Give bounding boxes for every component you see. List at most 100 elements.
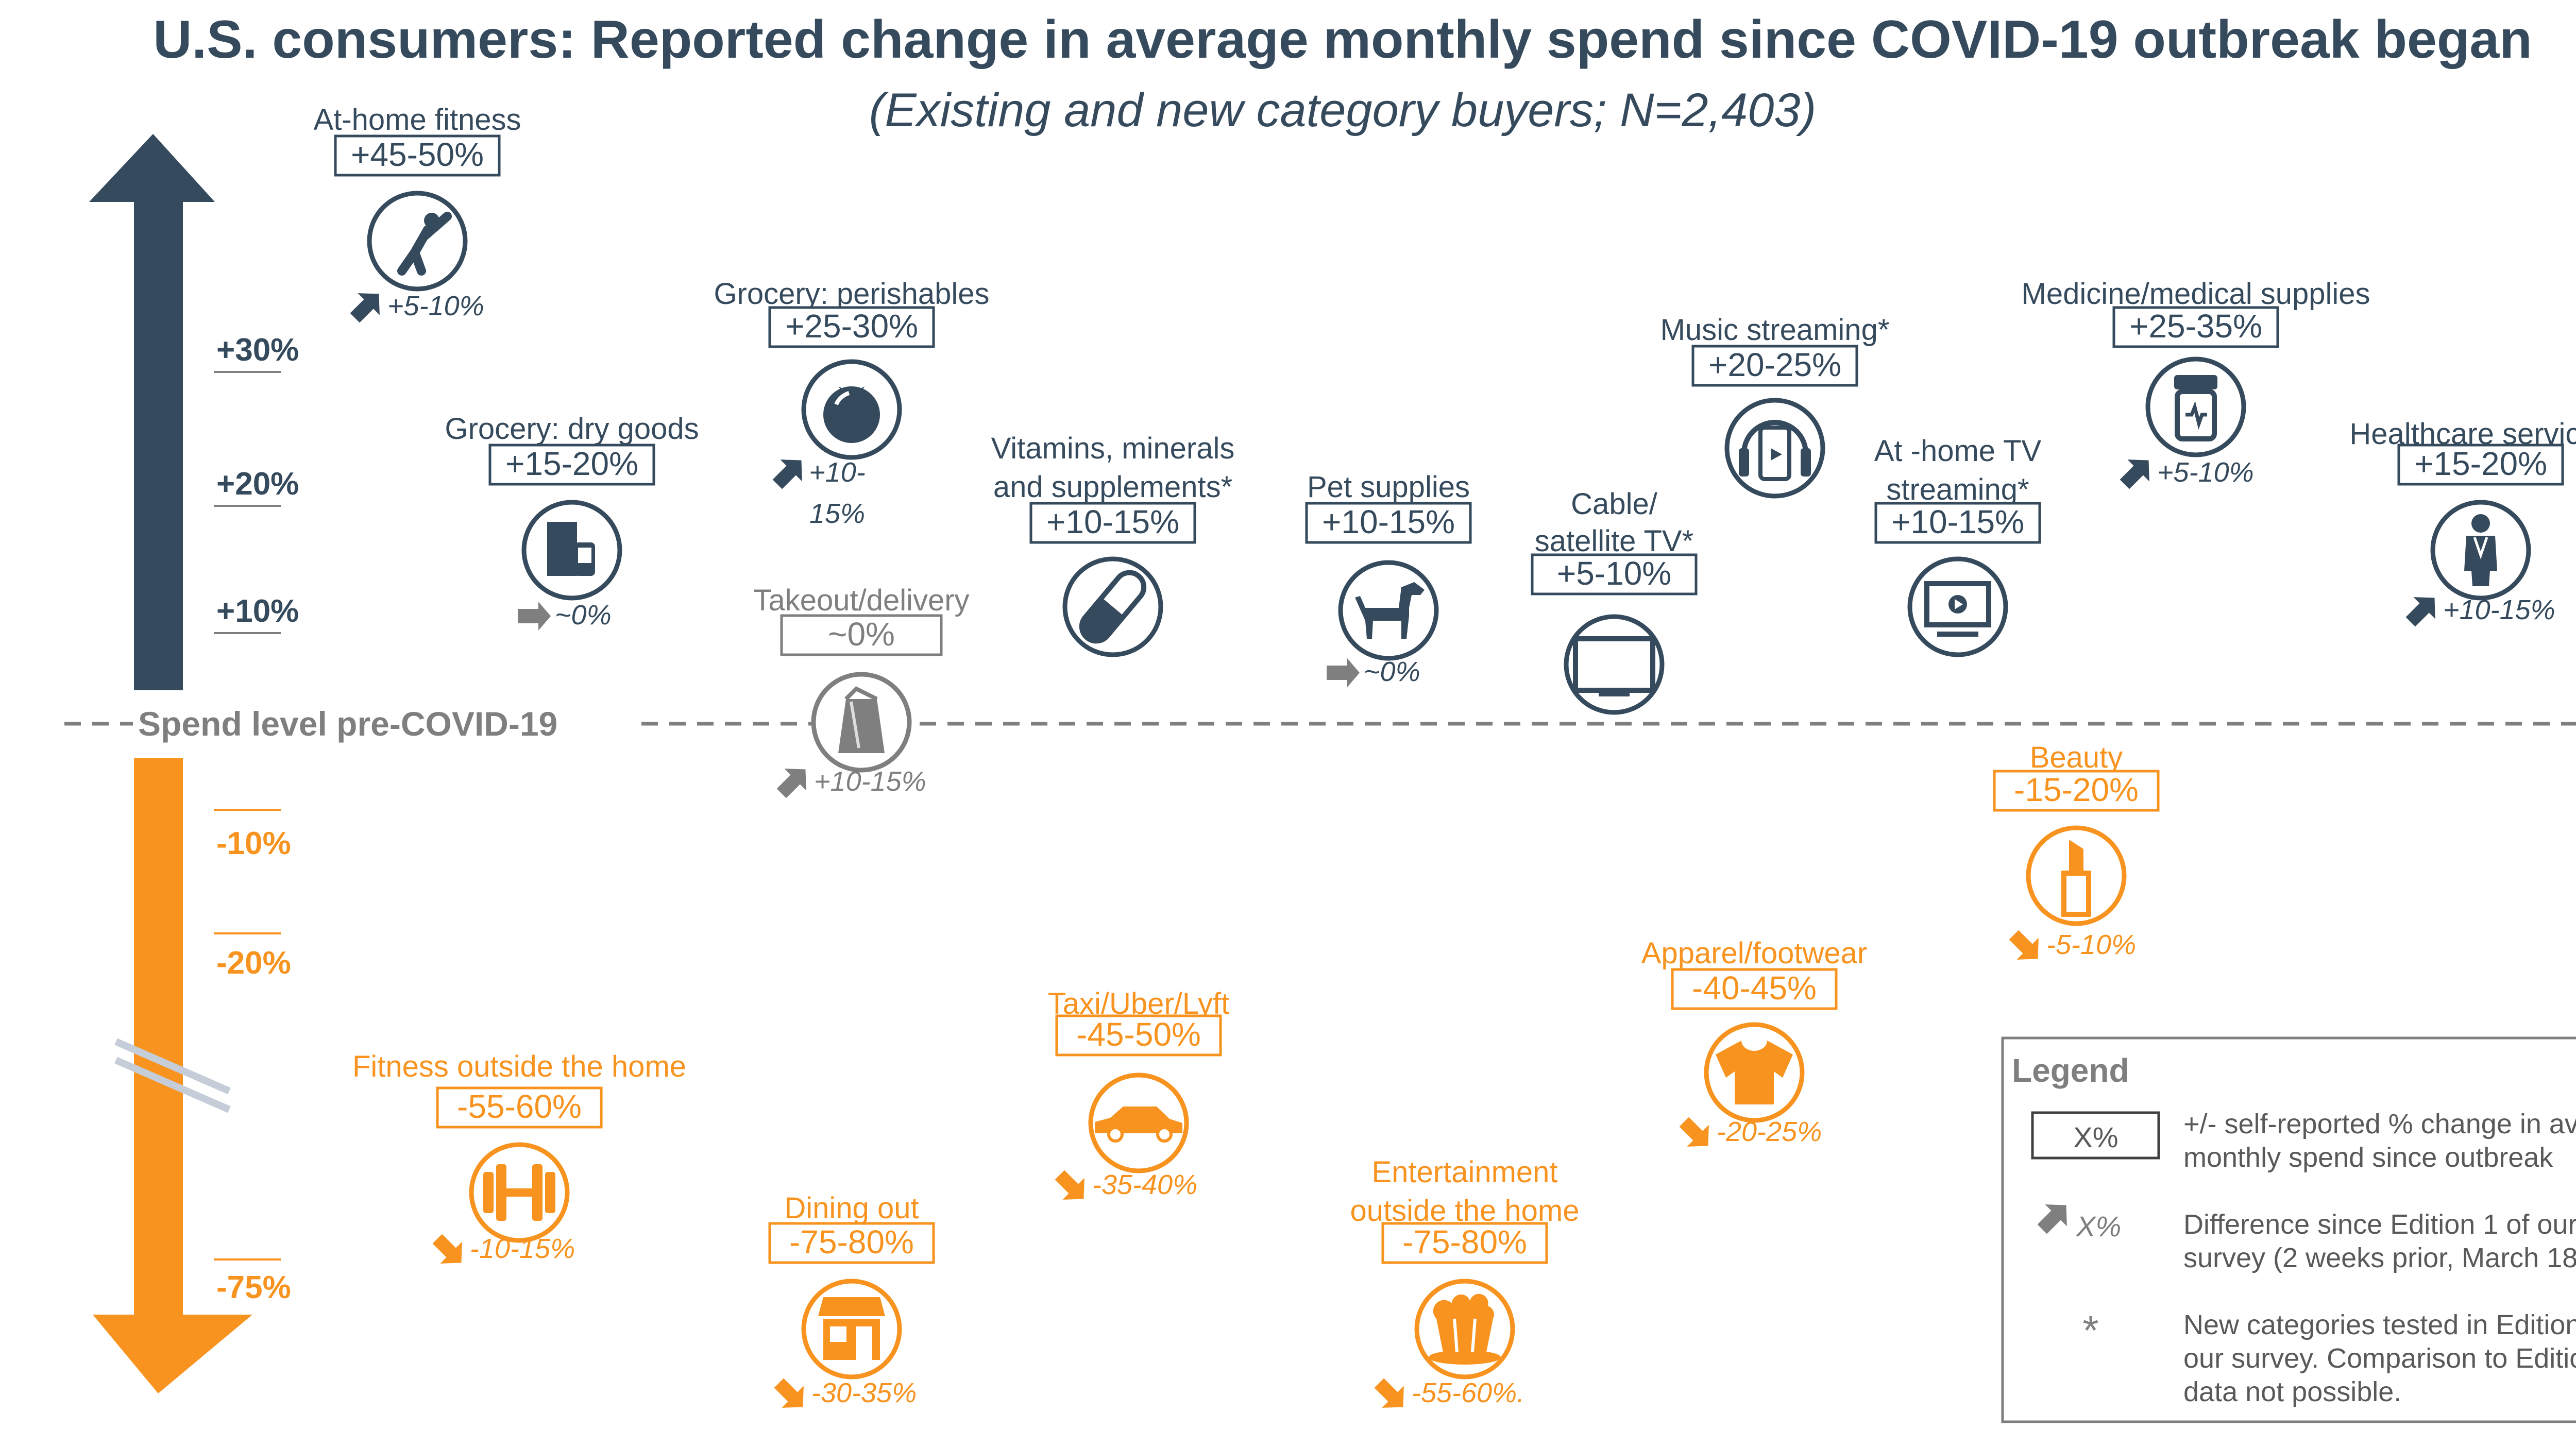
category-item: At -home TV streaming*+10-15% (1874, 434, 2042, 657)
category-item: Pet supplies+10-15% ~0% (1305, 470, 1472, 687)
chart-title: U.S. consumers: Reported change in avera… (153, 10, 2532, 70)
value-label: +15-20% (2414, 445, 2547, 482)
legend-text: our survey. Comparison to Edition 1 (2183, 1343, 2576, 1374)
value-label: +10-15% (1322, 503, 1455, 540)
value-label: +45-50% (351, 136, 484, 173)
value-box (1381, 1222, 1548, 1264)
value-label: -75-80% (1402, 1223, 1527, 1261)
y-tick-label: -75% (216, 1270, 291, 1305)
category-item: Taxi/Uber/Lyft-45-50%-35-40% (1048, 987, 1229, 1200)
dog-icon (1355, 582, 1425, 639)
value-box (1305, 502, 1472, 544)
value-box (768, 1222, 935, 1264)
pill-icon (1079, 570, 1147, 644)
legend-text: Difference since Edition 1 of our (2183, 1209, 2576, 1240)
category-label: Beauty (2030, 741, 2123, 774)
delta-label: -55-60%. (1412, 1377, 1524, 1408)
y-tick-label: +30% (216, 332, 299, 368)
category-label: Pet supplies (1307, 470, 1470, 504)
delta-label: +10-15% (2443, 594, 2555, 625)
medicine-bottle-icon (2174, 375, 2217, 441)
popcorn-icon (1429, 1293, 1501, 1365)
chart-subtitle: (Existing and new category buyers; N=2,4… (869, 84, 1816, 137)
value-label: +15-20% (505, 445, 638, 482)
value-label: +25-30% (785, 308, 918, 345)
delta-label: -35-40% (1092, 1169, 1197, 1200)
value-box (436, 1086, 603, 1129)
value-box (1029, 502, 1196, 544)
legend-title: Legend (2012, 1052, 2129, 1089)
category-item: Fitness outside the home -55-60% -10-15% (352, 1050, 686, 1264)
legend-text: +/- self-reported % change in avg. (2183, 1109, 2576, 1139)
legend: Legend X% +/- self-reported % change in av… (2001, 1036, 2576, 1423)
delta-label: +5-10% (2157, 457, 2254, 488)
exercise-icon (397, 212, 452, 276)
delta-label: ~0% (555, 600, 612, 631)
trend-down-icon (774, 1378, 804, 1408)
category-label: Cable/ (1571, 487, 1658, 521)
value-box (1874, 502, 2041, 544)
shirt-icon (1716, 1041, 1793, 1104)
trend-up-icon (2405, 597, 2435, 627)
trend-up-icon (772, 459, 802, 489)
y-tick-label: -20% (216, 945, 291, 981)
trend-flat-icon (518, 602, 551, 631)
trend-down-icon (2009, 930, 2039, 960)
legend-symbol-label: X% (2073, 1121, 2118, 1153)
value-label: +20-25% (1708, 346, 1841, 383)
value-label: -40-45% (1692, 969, 1817, 1007)
value-label: +25-35% (2129, 308, 2262, 345)
legend-frame (2001, 1036, 2576, 1423)
dry-goods-icon (547, 522, 595, 576)
legend-box-symbol (2031, 1111, 2160, 1160)
category-label: Medicine/medical supplies (2022, 277, 2370, 311)
delta-label: 15% (809, 498, 865, 529)
category-label: streaming* (1886, 473, 2029, 506)
value-label: ~0% (828, 616, 895, 653)
trend-up-icon (776, 769, 806, 798)
legend-text: monthly spend since outbreak (2183, 1142, 2553, 1173)
decrease-arrow-icon (93, 758, 252, 1393)
legend-text: data not possible. (2183, 1376, 2401, 1407)
axes-layer: +30% +20% +10% -10% -20% -75% Spend level pre-… (64, 134, 2576, 1393)
value-box (334, 134, 501, 177)
category-item: Cable/satellite TV*+5-10% (1531, 487, 1698, 715)
categories-layer: At-home fitness+45-50% +5-10% Grocery: dry… (314, 103, 2576, 1408)
axis-break-line (114, 1057, 231, 1113)
category-item: Medicine/medical supplies+25-35% +5-10% (2022, 277, 2370, 489)
legend-symbol-label: * (2082, 1307, 2098, 1353)
category-item: Apparel/footwear-40-45% -20-25% (1641, 937, 1867, 1147)
category-label: Grocery: perishables (714, 277, 989, 311)
trend-flat-icon (1327, 658, 1360, 687)
value-label: -45-50% (1076, 1016, 1201, 1053)
takeout-bag-icon (838, 686, 885, 753)
icon-circle (1564, 614, 1665, 715)
category-label: Entertainment (1371, 1155, 1557, 1189)
value-box (1691, 345, 1858, 387)
delta-label: ~0% (1364, 656, 1420, 687)
tv-icon (1573, 636, 1655, 696)
category-label: satellite TV* (1535, 524, 1693, 558)
value-box (780, 614, 943, 656)
category-label: Dining out (784, 1191, 919, 1225)
lipstick-icon (2061, 840, 2091, 917)
category-item: At-home fitness+45-50% +5-10% (314, 103, 521, 323)
monitor-play-icon (1924, 581, 1991, 637)
y-tick-label: -10% (216, 826, 291, 861)
value-box (2112, 306, 2279, 348)
trend-down-icon (432, 1234, 462, 1264)
tomato-icon (823, 386, 880, 443)
icon-circle (1724, 398, 1825, 499)
category-label: At-home fitness (314, 103, 521, 137)
category-label: Grocery: dry goods (445, 412, 699, 446)
trend-up-icon (2037, 1204, 2067, 1234)
value-box (1671, 968, 1838, 1010)
category-label: outside the home (1350, 1194, 1580, 1228)
category-label: At -home TV (1874, 434, 2042, 468)
trend-down-icon (1055, 1170, 1084, 1200)
increase-arrow-icon (89, 134, 215, 690)
trend-down-icon (1679, 1117, 1709, 1147)
category-label: Fitness outside the home (352, 1050, 686, 1083)
